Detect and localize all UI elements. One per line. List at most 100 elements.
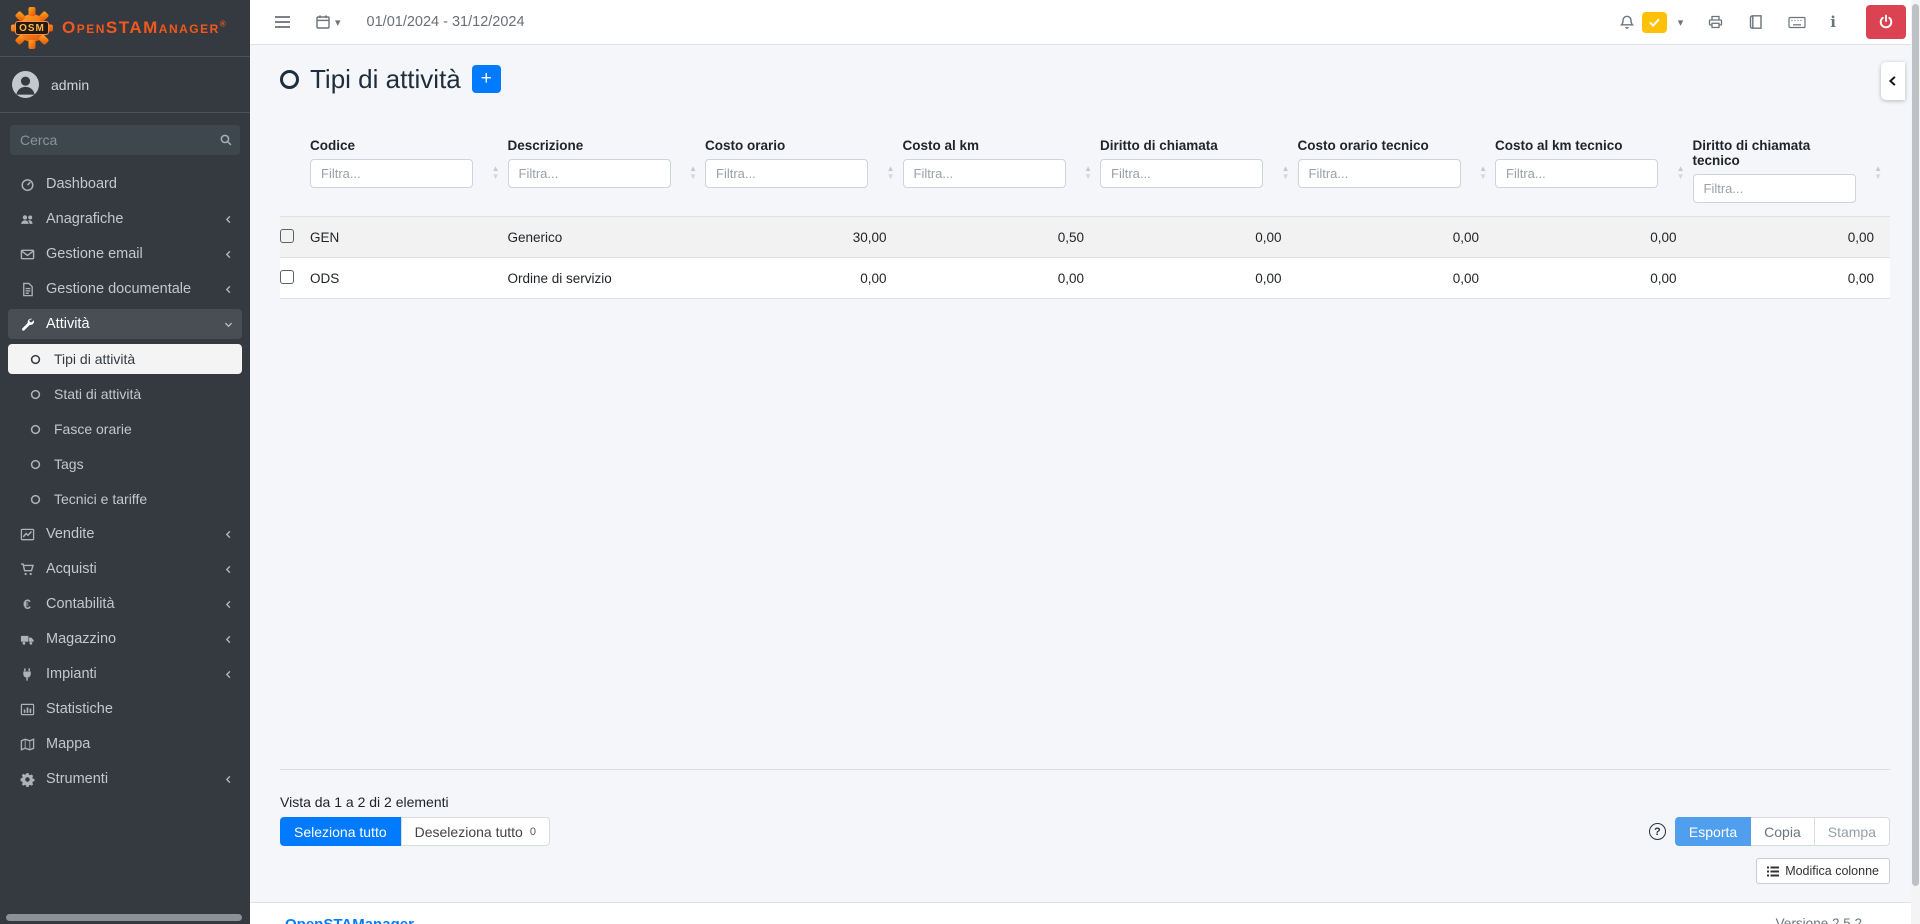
sort-arrows-icon[interactable]: ▲ ▼: [689, 164, 697, 181]
manual-book-icon[interactable]: [1748, 14, 1764, 30]
column-label[interactable]: Costo al km tecnico: [1495, 138, 1623, 153]
table-row[interactable]: ODS Ordine di servizio 0,00 0,00 0,00 0,00 0,0…: [280, 258, 1890, 299]
sort-arrows-icon[interactable]: ▲ ▼: [491, 164, 500, 181]
sidebar-item-impianti[interactable]: Impianti: [8, 659, 242, 689]
table-cell: 0,00: [1452, 270, 1479, 286]
sort-arrows-icon[interactable]: ▲ ▼: [1676, 164, 1685, 181]
table-cell: [280, 269, 310, 287]
add-record-button[interactable]: +: [471, 65, 501, 93]
filter-input[interactable]: [310, 159, 473, 188]
module-circle-icon: [280, 69, 299, 89]
column-label[interactable]: Codice: [310, 138, 356, 153]
footer-brand-link[interactable]: OpenSTAManager: [285, 916, 414, 924]
filter-input[interactable]: [705, 159, 868, 188]
date-range[interactable]: 01/01/2024 - 31/12/2024: [366, 14, 525, 30]
column-header: Descrizione ▲▼: [507, 138, 706, 203]
sidebar-item-contabilita[interactable]: € Contabilità: [8, 589, 242, 619]
sidebar-item-mappa[interactable]: Mappa: [8, 729, 242, 759]
search-button[interactable]: [211, 125, 240, 155]
sidebar-item-gestione-email[interactable]: Gestione email: [8, 239, 242, 269]
sidebar-item-tipi-di-attivita[interactable]: Tipi di attività: [8, 344, 242, 374]
export-button[interactable]: Esporta: [1674, 817, 1752, 846]
sidebar-item-magazzino[interactable]: Magazzino: [8, 624, 242, 654]
footer: OpenSTAManager Versione 2.5.2: [250, 902, 1920, 924]
sidebar-item-attivita[interactable]: Attività: [8, 309, 242, 339]
sidebar-item-tecnici-e-tariffe[interactable]: Tecnici e tariffe: [8, 484, 242, 514]
sidebar-item-strumenti[interactable]: Strumenti: [8, 764, 242, 794]
selection-button-group: Seleziona tutto Deseleziona tutto 0: [280, 817, 550, 846]
notifications-control[interactable]: ▾: [1619, 11, 1683, 33]
table-cell: [280, 228, 310, 246]
table-cell: GEN: [310, 229, 340, 245]
table-row[interactable]: GEN Generico 30,00 0,50 0,00 0,00 0,00 0,00: [280, 217, 1890, 258]
deselect-all-label: Deseleziona tutto: [414, 823, 523, 840]
column-label[interactable]: Diritto di chiamata tecnico: [1692, 138, 1811, 168]
document-icon: [16, 282, 38, 297]
panel-collapse-handle[interactable]: [1881, 62, 1905, 100]
osm-badge: OSM: [15, 21, 49, 35]
print-icon[interactable]: [1707, 14, 1724, 30]
calendar-picker[interactable]: ▾: [315, 14, 341, 30]
column-label[interactable]: Diritto di chiamata: [1100, 138, 1218, 153]
status-check-button[interactable]: [1641, 11, 1667, 33]
sidebar-item-statistiche[interactable]: Statistiche: [8, 694, 242, 724]
column-header: Costo orario tecnico ▲▼: [1297, 138, 1496, 203]
copy-button[interactable]: Copia: [1751, 817, 1815, 846]
hamburger-menu-icon[interactable]: [274, 15, 291, 29]
sort-arrows-icon[interactable]: ▲ ▼: [1874, 164, 1882, 181]
chevron-left-icon: [223, 564, 234, 575]
search-input[interactable]: [10, 125, 211, 155]
chevron-left-icon: [223, 669, 234, 680]
filter-input[interactable]: [902, 159, 1066, 188]
circle-icon: [24, 388, 46, 401]
info-icon[interactable]: i: [1830, 13, 1836, 31]
sidebar-item-stati-di-attivita[interactable]: Stati di attività: [8, 379, 242, 409]
topbar: ▾ 01/01/2024 - 31/12/2024 ▾: [250, 0, 1920, 45]
sidebar-item-label: Acquisti: [46, 561, 97, 577]
brand[interactable]: OSM OpenSTAManager®: [0, 0, 250, 57]
sidebar-item-vendite[interactable]: Vendite: [8, 519, 242, 549]
table-cell: 0,00: [1847, 229, 1874, 245]
column-label[interactable]: Costo al km: [902, 138, 980, 153]
row-checkbox[interactable]: [280, 228, 294, 243]
keyboard-shortcuts-icon[interactable]: [1788, 15, 1806, 30]
sidebar-item-tags[interactable]: Tags: [8, 449, 242, 479]
logout-power-button[interactable]: [1866, 5, 1906, 39]
sidebar-item-acquisti[interactable]: Acquisti: [8, 554, 242, 584]
column-label[interactable]: Descrizione: [507, 138, 584, 153]
print-button[interactable]: Stampa: [1814, 817, 1890, 846]
sidebar-horizontal-scrollbar[interactable]: [6, 914, 242, 921]
help-icon[interactable]: ?: [1648, 823, 1666, 840]
page-header: Tipi di attività +: [280, 58, 1890, 100]
sort-arrows-icon[interactable]: ▲ ▼: [1479, 164, 1487, 181]
edit-columns-button[interactable]: Modifica colonne: [1756, 858, 1890, 884]
chevron-left-icon: [1887, 74, 1899, 88]
deselect-all-button[interactable]: Deseleziona tutto 0: [400, 817, 550, 846]
sidebar-item-anagrafiche[interactable]: Anagrafiche: [8, 204, 242, 234]
row-checkbox[interactable]: [280, 269, 294, 284]
filter-input[interactable]: [1495, 159, 1658, 188]
filter-input[interactable]: [507, 159, 671, 188]
filter-input[interactable]: [1297, 159, 1461, 188]
sidebar-item-gestione-documentale[interactable]: Gestione documentale: [8, 274, 242, 304]
sidebar-item-label: Stati di attività: [54, 386, 142, 402]
table-cell: 0,00: [1255, 229, 1282, 245]
column-label[interactable]: Costo orario: [705, 138, 786, 153]
list-icon: [1767, 866, 1780, 877]
registered-mark: ®: [219, 19, 228, 29]
sidebar-item-label: Vendite: [46, 526, 95, 542]
page-scrollbar-thumb[interactable]: [1912, 4, 1919, 886]
truck-icon: [16, 632, 38, 647]
select-all-button[interactable]: Seleziona tutto: [280, 817, 401, 846]
sort-arrows-icon[interactable]: ▲ ▼: [886, 164, 895, 181]
column-label[interactable]: Costo orario tecnico: [1297, 138, 1429, 153]
page-scrollbar[interactable]: [1911, 0, 1920, 924]
sort-arrows-icon[interactable]: ▲ ▼: [1281, 164, 1290, 181]
sidebar-item-fasce-orarie[interactable]: Fasce orarie: [8, 414, 242, 444]
edit-columns-label: Modifica colonne: [1785, 864, 1879, 878]
sort-arrows-icon[interactable]: ▲ ▼: [1084, 164, 1092, 181]
filter-input[interactable]: [1692, 174, 1856, 203]
sidebar-item-dashboard[interactable]: Dashboard: [8, 169, 242, 199]
filter-input[interactable]: [1100, 159, 1263, 188]
user-panel[interactable]: admin: [0, 57, 250, 113]
